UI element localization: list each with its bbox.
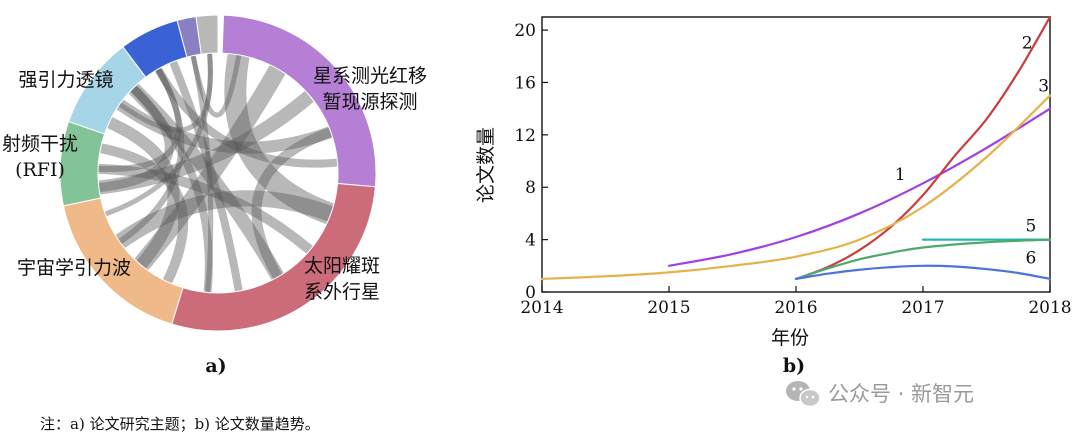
y-tick-label: 8 [525, 178, 536, 198]
y-tick-label: 4 [525, 231, 536, 251]
series-line-6 [794, 264, 1052, 281]
chord-link [127, 82, 284, 283]
chord-links [93, 45, 340, 295]
chord-link [130, 85, 213, 295]
series-label-3: 3 [1038, 77, 1049, 97]
series-labels: 1 2 3 5 6 [895, 34, 1049, 269]
series-line-unnamed-4 [794, 238, 1052, 281]
chord-ring [59, 14, 377, 332]
chord-link [96, 85, 174, 192]
chord-link [113, 190, 337, 249]
chord-link [133, 61, 286, 273]
y-tick-label: 12 [514, 126, 536, 146]
y-tick-label: 0 [525, 283, 536, 303]
figure-note: 注：a) 论文研究主题；b) 论文数量趋势。 [40, 415, 320, 433]
watermark: 公众号 · 新智元 [786, 381, 974, 408]
x-axis-title: 年份 [771, 327, 809, 349]
series-line-3 [540, 94, 1052, 281]
chord-link [118, 52, 213, 133]
chord-link [104, 52, 213, 216]
watermark-text: 公众号 · 新智元 [828, 382, 974, 406]
series-label-1: 1 [895, 165, 906, 185]
chord-link [105, 117, 180, 270]
chord-label-3: 射频干扰(RFI) [2, 133, 78, 181]
chord-link [115, 99, 335, 154]
series-line-2 [794, 15, 1052, 281]
chord-link [97, 143, 189, 285]
chord-link [224, 45, 340, 225]
y-tick-label: 16 [514, 73, 536, 93]
series-label-2: 2 [1022, 34, 1033, 54]
chord-link [169, 59, 243, 294]
chord-link [118, 67, 185, 244]
x-tick-label: 2015 [647, 298, 690, 318]
x-tick-label: 2014 [520, 298, 563, 318]
chord-link [190, 55, 214, 294]
chord-link [155, 66, 340, 168]
panel-b-caption: b) [783, 355, 805, 377]
chord-label-1: 太阳耀斑系外行星 [304, 255, 380, 303]
x-tick-label: 2017 [901, 298, 944, 318]
x-tick-label: 2016 [774, 298, 817, 318]
chord-link [190, 54, 241, 118]
chord-link [251, 127, 334, 281]
y-axis-title: 论文数量 [475, 127, 497, 203]
chord-label-0: 星系测光红移暂现源探测 [313, 65, 427, 113]
x-tick-label: 2018 [1028, 298, 1071, 318]
chord-label-2: 宇宙学引力波 [17, 257, 131, 279]
chord-link [95, 163, 314, 254]
chord-link [93, 90, 316, 195]
chord-link [97, 67, 182, 172]
series-line-1 [667, 107, 1052, 267]
y-tick-label: 20 [514, 21, 536, 41]
series-label-6: 6 [1026, 248, 1037, 268]
wechat-icon [786, 381, 821, 408]
panel-a-caption: a) [205, 355, 226, 377]
series-lines [540, 15, 1052, 281]
chord-label-4: 强引力透镜 [18, 69, 113, 91]
chord-segment-7 [195, 14, 219, 55]
series-label-5: 5 [1026, 217, 1037, 237]
